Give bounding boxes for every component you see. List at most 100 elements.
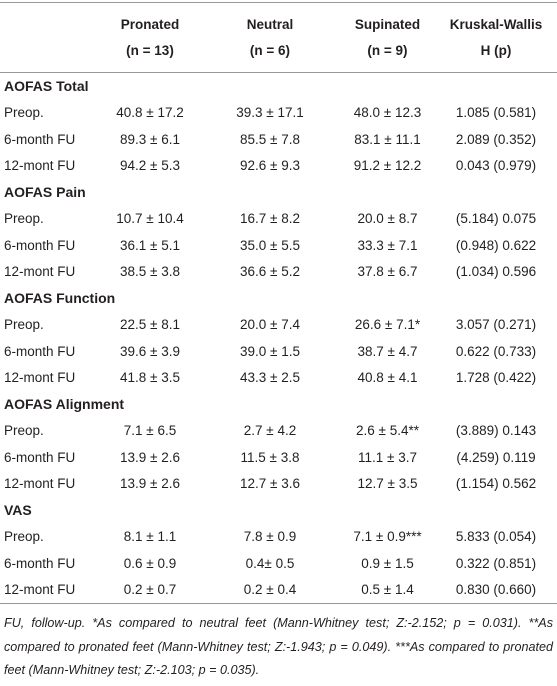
cell: 11.1 ± 3.7	[358, 449, 417, 465]
header-cell	[0, 3, 100, 73]
row-label: 6-month FU	[4, 343, 76, 359]
header-line: Kruskal-Wallis	[449, 17, 543, 32]
cell: 22.5 ± 8.1	[120, 317, 180, 333]
cell: 1.085 (0.581)	[455, 105, 537, 121]
cell: (3.889) 0.143	[455, 423, 537, 439]
table-row: Preop. 40.8 ± 17.2 39.3 ± 17.1 48.0 ± 12.3 1…	[0, 100, 557, 127]
cell: 13.9 ± 2.6	[120, 476, 180, 492]
table-row: 6-month FU 13.9 ± 2.6 11.5 ± 3.8 11.1 ± 3.7…	[0, 444, 557, 471]
cell: 0.043 (0.979)	[455, 158, 537, 174]
section-title: AOFAS Pain	[4, 184, 86, 201]
section-title: VAS	[4, 502, 32, 519]
cell: 13.9 ± 2.6	[120, 449, 180, 465]
row-label: 6-month FU	[4, 449, 76, 465]
header-cell: Neutral (n = 6)	[200, 3, 340, 73]
cell: 0.2 ± 0.4	[243, 582, 297, 598]
cell: 0.5 ± 1.4	[361, 582, 414, 598]
table-row: 12-mont FU 13.9 ± 2.6 12.7 ± 3.6 12.7 ± 3.5…	[0, 471, 557, 498]
cell: 0.4± 0.5	[245, 555, 295, 571]
row-label: Preop.	[4, 529, 44, 545]
cell: 16.7 ± 8.2	[240, 211, 300, 227]
table-row: 6-month FU 39.6 ± 3.9 39.0 ± 1.5 38.7 ± 4.7…	[0, 338, 557, 365]
cell: 48.0 ± 12.3	[353, 105, 422, 121]
cell: 85.5 ± 7.8	[240, 131, 300, 147]
header-cell: Supinated (n = 9)	[340, 3, 435, 73]
section-row: AOFAS Function	[0, 285, 557, 312]
table-row: 12-mont FU 41.8 ± 3.5 43.3 ± 2.5 40.8 ± 4.1…	[0, 365, 557, 392]
table-row: Preop. 10.7 ± 10.4 16.7 ± 8.2 20.0 ± 8.7 (5.…	[0, 206, 557, 233]
row-label: Preop.	[4, 105, 44, 121]
table-body: AOFAS Total Preop. 40.8 ± 17.2 39.3 ± 17.1 4…	[0, 73, 557, 604]
cell: 2.7 ± 4.2	[243, 423, 297, 439]
cell: 94.2 ± 5.3	[120, 158, 180, 174]
footnote: FU, follow-up. *As compared to neutral f…	[4, 616, 553, 677]
table-row: Preop. 22.5 ± 8.1 20.0 ± 7.4 26.6 ± 7.1* 3.0…	[0, 312, 557, 339]
cell: 39.0 ± 1.5	[240, 343, 300, 359]
cell: 26.6 ± 7.1*	[354, 317, 421, 333]
table-row: 12-mont FU 0.2 ± 0.7 0.2 ± 0.4 0.5 ± 1.4 0.8…	[0, 577, 557, 604]
cell: 40.8 ± 4.1	[357, 370, 418, 386]
row-label: 12-mont FU	[4, 158, 76, 174]
cell: 0.6 ± 0.9	[123, 555, 177, 571]
row-label: Preop.	[4, 423, 44, 439]
cell: 0.2 ± 0.7	[123, 582, 177, 598]
row-label: 12-mont FU	[4, 582, 76, 598]
cell: 92.6 ± 9.3	[240, 158, 300, 174]
cell: 38.7 ± 4.7	[357, 343, 418, 359]
row-label: 12-mont FU	[4, 264, 76, 280]
cell: 7.1 ± 6.5	[123, 423, 177, 439]
section-title: AOFAS Function	[4, 290, 116, 307]
cell: 36.6 ± 5.2	[240, 264, 300, 280]
cell: 8.1 ± 1.1	[123, 529, 177, 545]
header-cell: Pronated (n = 13)	[100, 3, 200, 73]
cell: 35.0 ± 5.5	[240, 237, 300, 253]
row-label: Preop.	[4, 317, 44, 333]
cell: 39.6 ± 3.9	[120, 343, 180, 359]
section-row: AOFAS Pain	[0, 179, 557, 206]
table-row: 6-month FU 89.3 ± 6.1 85.5 ± 7.8 83.1 ± 11.…	[0, 126, 557, 153]
cell: (0.948) 0.622	[455, 237, 537, 253]
cell: 11.5 ± 3.8	[240, 449, 300, 465]
cell: 41.8 ± 3.5	[120, 370, 180, 386]
cell: 0.322 (0.851)	[455, 555, 537, 571]
cell: 7.1 ± 0.9***	[353, 529, 422, 545]
section-title: AOFAS Total	[4, 78, 89, 95]
cell: 91.2 ± 12.2	[353, 158, 422, 174]
header-line: Supinated	[354, 17, 421, 32]
row-label: 12-mont FU	[4, 370, 76, 386]
row-label: 6-month FU	[4, 131, 76, 147]
cell: 0.9 ± 1.5	[361, 555, 414, 571]
cell: 3.057 (0.271)	[455, 317, 537, 333]
cell: 38.5 ± 3.8	[120, 264, 180, 280]
header-row: Pronated (n = 13) Neutral (n = 6) Supinated (…	[0, 2, 557, 73]
header-line: (n = 9)	[367, 43, 408, 58]
cell: 0.622 (0.733)	[455, 343, 537, 359]
cell: 12.7 ± 3.5	[357, 476, 418, 492]
cell: 10.7 ± 10.4	[116, 211, 184, 227]
table-row: Preop. 7.1 ± 6.5 2.7 ± 4.2 2.6 ± 5.4** (3.88…	[0, 418, 557, 445]
section-row: VAS	[0, 497, 557, 524]
cell: 20.0 ± 7.4	[240, 317, 300, 333]
cell: (5.184) 0.075	[455, 211, 537, 227]
cell: 33.3 ± 7.1	[357, 237, 418, 253]
cell: 39.3 ± 17.1	[236, 105, 304, 121]
row-label: 6-month FU	[4, 555, 76, 571]
cell: 20.0 ± 8.7	[357, 211, 418, 227]
cell: 2.6 ± 5.4**	[356, 423, 419, 439]
cell: 36.1 ± 5.1	[120, 237, 180, 253]
cell: 37.8 ± 6.7	[357, 264, 418, 280]
row-label: 12-mont FU	[4, 476, 76, 492]
section-row: AOFAS Total	[0, 73, 557, 100]
cell: 43.3 ± 2.5	[240, 370, 300, 386]
section-row: AOFAS Alignment	[0, 391, 557, 418]
row-label: 6-month FU	[4, 237, 76, 253]
cell: 2.089 (0.352)	[455, 131, 537, 147]
cell: 5.833 (0.054)	[455, 529, 537, 545]
table-row: 12-mont FU 94.2 ± 5.3 92.6 ± 9.3 91.2 ± 12.…	[0, 153, 557, 180]
table-row: 12-mont FU 38.5 ± 3.8 36.6 ± 5.2 37.8 ± 6.7…	[0, 259, 557, 286]
header-line: (n = 13)	[126, 43, 174, 58]
cell: 7.8 ± 0.9	[243, 529, 297, 545]
cell: 0.830 (0.660)	[455, 582, 537, 598]
table-row: 6-month FU 0.6 ± 0.9 0.4± 0.5 0.9 ± 1.5 0.32…	[0, 550, 557, 577]
